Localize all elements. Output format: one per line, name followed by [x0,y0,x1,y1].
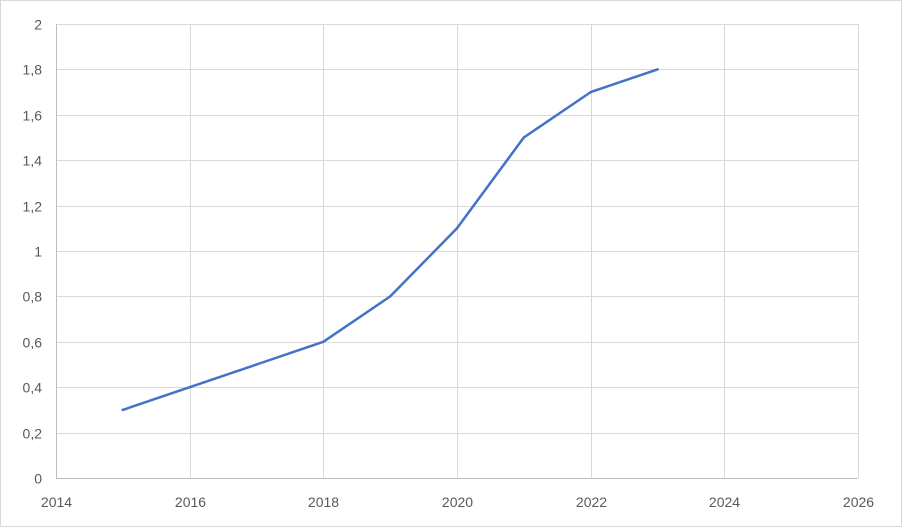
series-layer [121,68,659,412]
x-tick-label: 2018 [308,494,339,510]
y-tick-label: 1,6 [23,108,43,124]
data-point [188,385,191,389]
x-tick-label: 2024 [709,494,740,510]
y-tick-label: 2 [34,17,42,33]
x-tick-label: 2016 [175,494,206,510]
data-point [255,363,258,366]
x-tick-label: 2022 [576,494,607,510]
data-point [455,227,459,230]
y-tick-label: 1,8 [23,62,43,78]
y-tick-label: 0,4 [23,380,43,396]
y-tick-label: 0,6 [23,335,43,351]
data-point [589,90,592,94]
grid-layer [56,24,859,478]
data-point [522,136,526,139]
y-tick-label: 0,2 [23,426,43,442]
data-point [388,295,392,298]
x-tick-label: 2020 [442,494,473,510]
series-0 [121,68,659,412]
y-tick-label: 0,8 [23,289,43,305]
y-tick-label: 1,2 [23,199,43,215]
data-point [121,408,125,412]
tick-labels: 0 0,2 0,4 0,6 0,8 1 1,2 1,4 1,6 1,8 2 2014 2016 2018 2… [23,17,875,511]
y-tick-label: 1 [34,244,42,260]
data-point [322,340,325,344]
x-tick-label: 2026 [843,494,874,510]
y-tick-label: 1,4 [23,153,43,169]
series-line [121,68,659,412]
axis-layer [56,24,858,479]
data-point [656,68,659,71]
x-tick-label: 2014 [41,494,72,510]
y-tick-label: 0 [34,471,42,487]
